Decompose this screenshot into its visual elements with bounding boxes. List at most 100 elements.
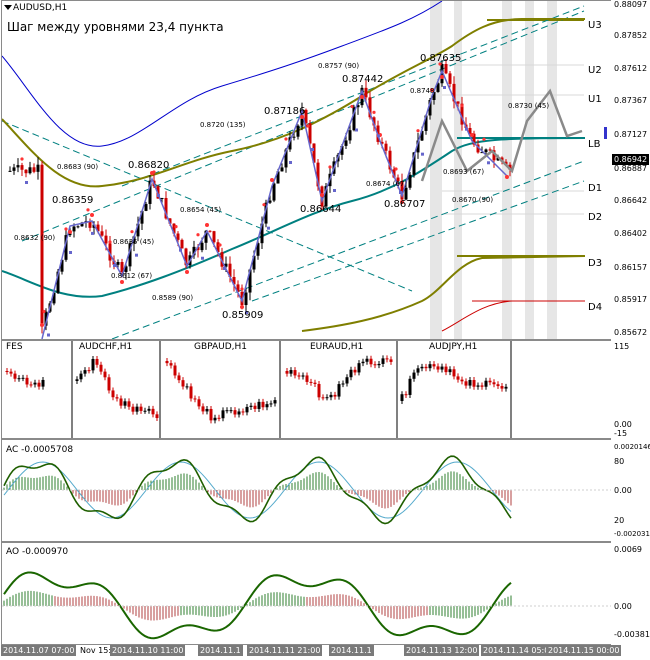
ao-axis[interactable] [611,542,650,645]
swing-markers [20,62,509,337]
candle-body [204,230,208,243]
time-tick: 2014.11.11 21:00 [247,645,323,656]
fes-candle-body [41,379,45,387]
main-price-axis[interactable] [611,0,650,340]
fes-candle-body [139,406,143,411]
fes-candle-body [173,365,177,376]
swing-dot [355,128,358,132]
swing-dot [64,227,68,231]
candle-body [436,83,440,92]
fes-candle-body [87,370,91,372]
swing-dot [438,62,442,66]
fes-candle-body [389,359,393,362]
fes-axis[interactable] [611,340,650,439]
fes-candle-body [400,394,404,401]
candle-body [480,152,484,154]
fes-candle-body [107,377,111,391]
candle-body [352,107,356,131]
session-band [502,1,512,339]
swing-dot [113,264,116,267]
level-step-note: Шаг между уровнями 23,4 пункта [7,20,224,34]
ac-canvas[interactable] [2,440,611,541]
candle-body [212,231,216,243]
fes-canvas[interactable] [2,341,611,438]
swing-dot [311,148,314,151]
swing-dot [470,133,474,137]
fes-candle-body [33,382,37,385]
swing-dot [465,127,468,131]
candle-body [56,271,60,293]
fes-candle-body [345,377,349,384]
candle-body [88,221,92,228]
fes-candle-body [265,404,269,408]
candle-body [420,130,424,141]
candle-body [216,242,220,253]
ac-axis-tick: -0.0020317 [614,530,650,538]
swing-dot [25,181,28,184]
fib-label: 0.8693 (67) [443,168,485,176]
swing-dot [68,230,72,234]
fes-candle-body [261,401,265,408]
candle-body [424,115,428,131]
forecast-path [420,88,583,182]
fes-candle-body [381,358,385,364]
candle-body [460,103,464,125]
candle-body [256,243,260,256]
fes-candle-body [412,372,416,379]
candle-body [456,101,460,104]
candle-body [180,239,184,249]
candle-body [36,164,40,172]
swing-dot [69,251,72,254]
swing-dot [430,88,434,92]
swing-label: 0.85909 [222,310,264,321]
candle-body [176,233,180,240]
candle-body [208,230,212,232]
fes-candle-body [185,386,189,388]
fes-candle-body [37,382,41,387]
level-lines [442,19,584,302]
ao-canvas[interactable] [2,543,611,644]
fes-candle-body [313,382,317,384]
candle-body [160,198,164,200]
price-tick: 0.88097 [614,0,648,9]
fes-candle-body [79,373,83,380]
session-band [547,1,557,339]
swing-label: 0.87635 [420,53,462,64]
ac-axis[interactable] [611,439,650,542]
time-tick: 2014.11.1 [198,645,243,656]
fes-candle-body [209,408,213,421]
fes-candle-body [444,366,448,373]
fes-candle-body [321,397,325,399]
candle-body [96,224,100,232]
main-chart-canvas[interactable] [2,1,611,339]
ac-main-line [3,455,512,525]
price-tick: 0.86887 [614,164,648,173]
candle-body [348,130,352,141]
price-tick: 0.87127 [614,130,648,139]
fes-candle-body [500,386,504,389]
candle-body [184,248,188,266]
fes-axis-tick: -15 [614,429,628,438]
candle-body [476,144,480,153]
candle-body [316,162,320,187]
middle-line [2,137,586,298]
swing-dot [157,193,160,197]
chart-menu-icon[interactable] [4,5,12,10]
ao-title: AO -0.000970 [6,547,69,557]
fes-candle-body [135,406,139,412]
fib-label: 0.8674 (67) [366,180,408,188]
fes-candle-body [5,371,9,372]
candle-body [380,141,384,144]
fes-candle-body [257,401,261,409]
candle-body [404,187,408,200]
time-tick: 2014.11.13 12:00 [404,645,480,656]
upper-envelope [2,18,585,188]
swing-label: 0.86359 [52,195,94,206]
candle-body [244,292,248,306]
fib-label: 0.8612 (67) [111,272,153,280]
time-tick: 2014.11.10 11:00 [110,645,186,656]
ao-axis-tick: 0.0069 [614,545,642,554]
level-label-d3: D3 [588,258,603,269]
fes-axis-tick: 0.00 [614,420,632,429]
candle-body [504,161,508,165]
